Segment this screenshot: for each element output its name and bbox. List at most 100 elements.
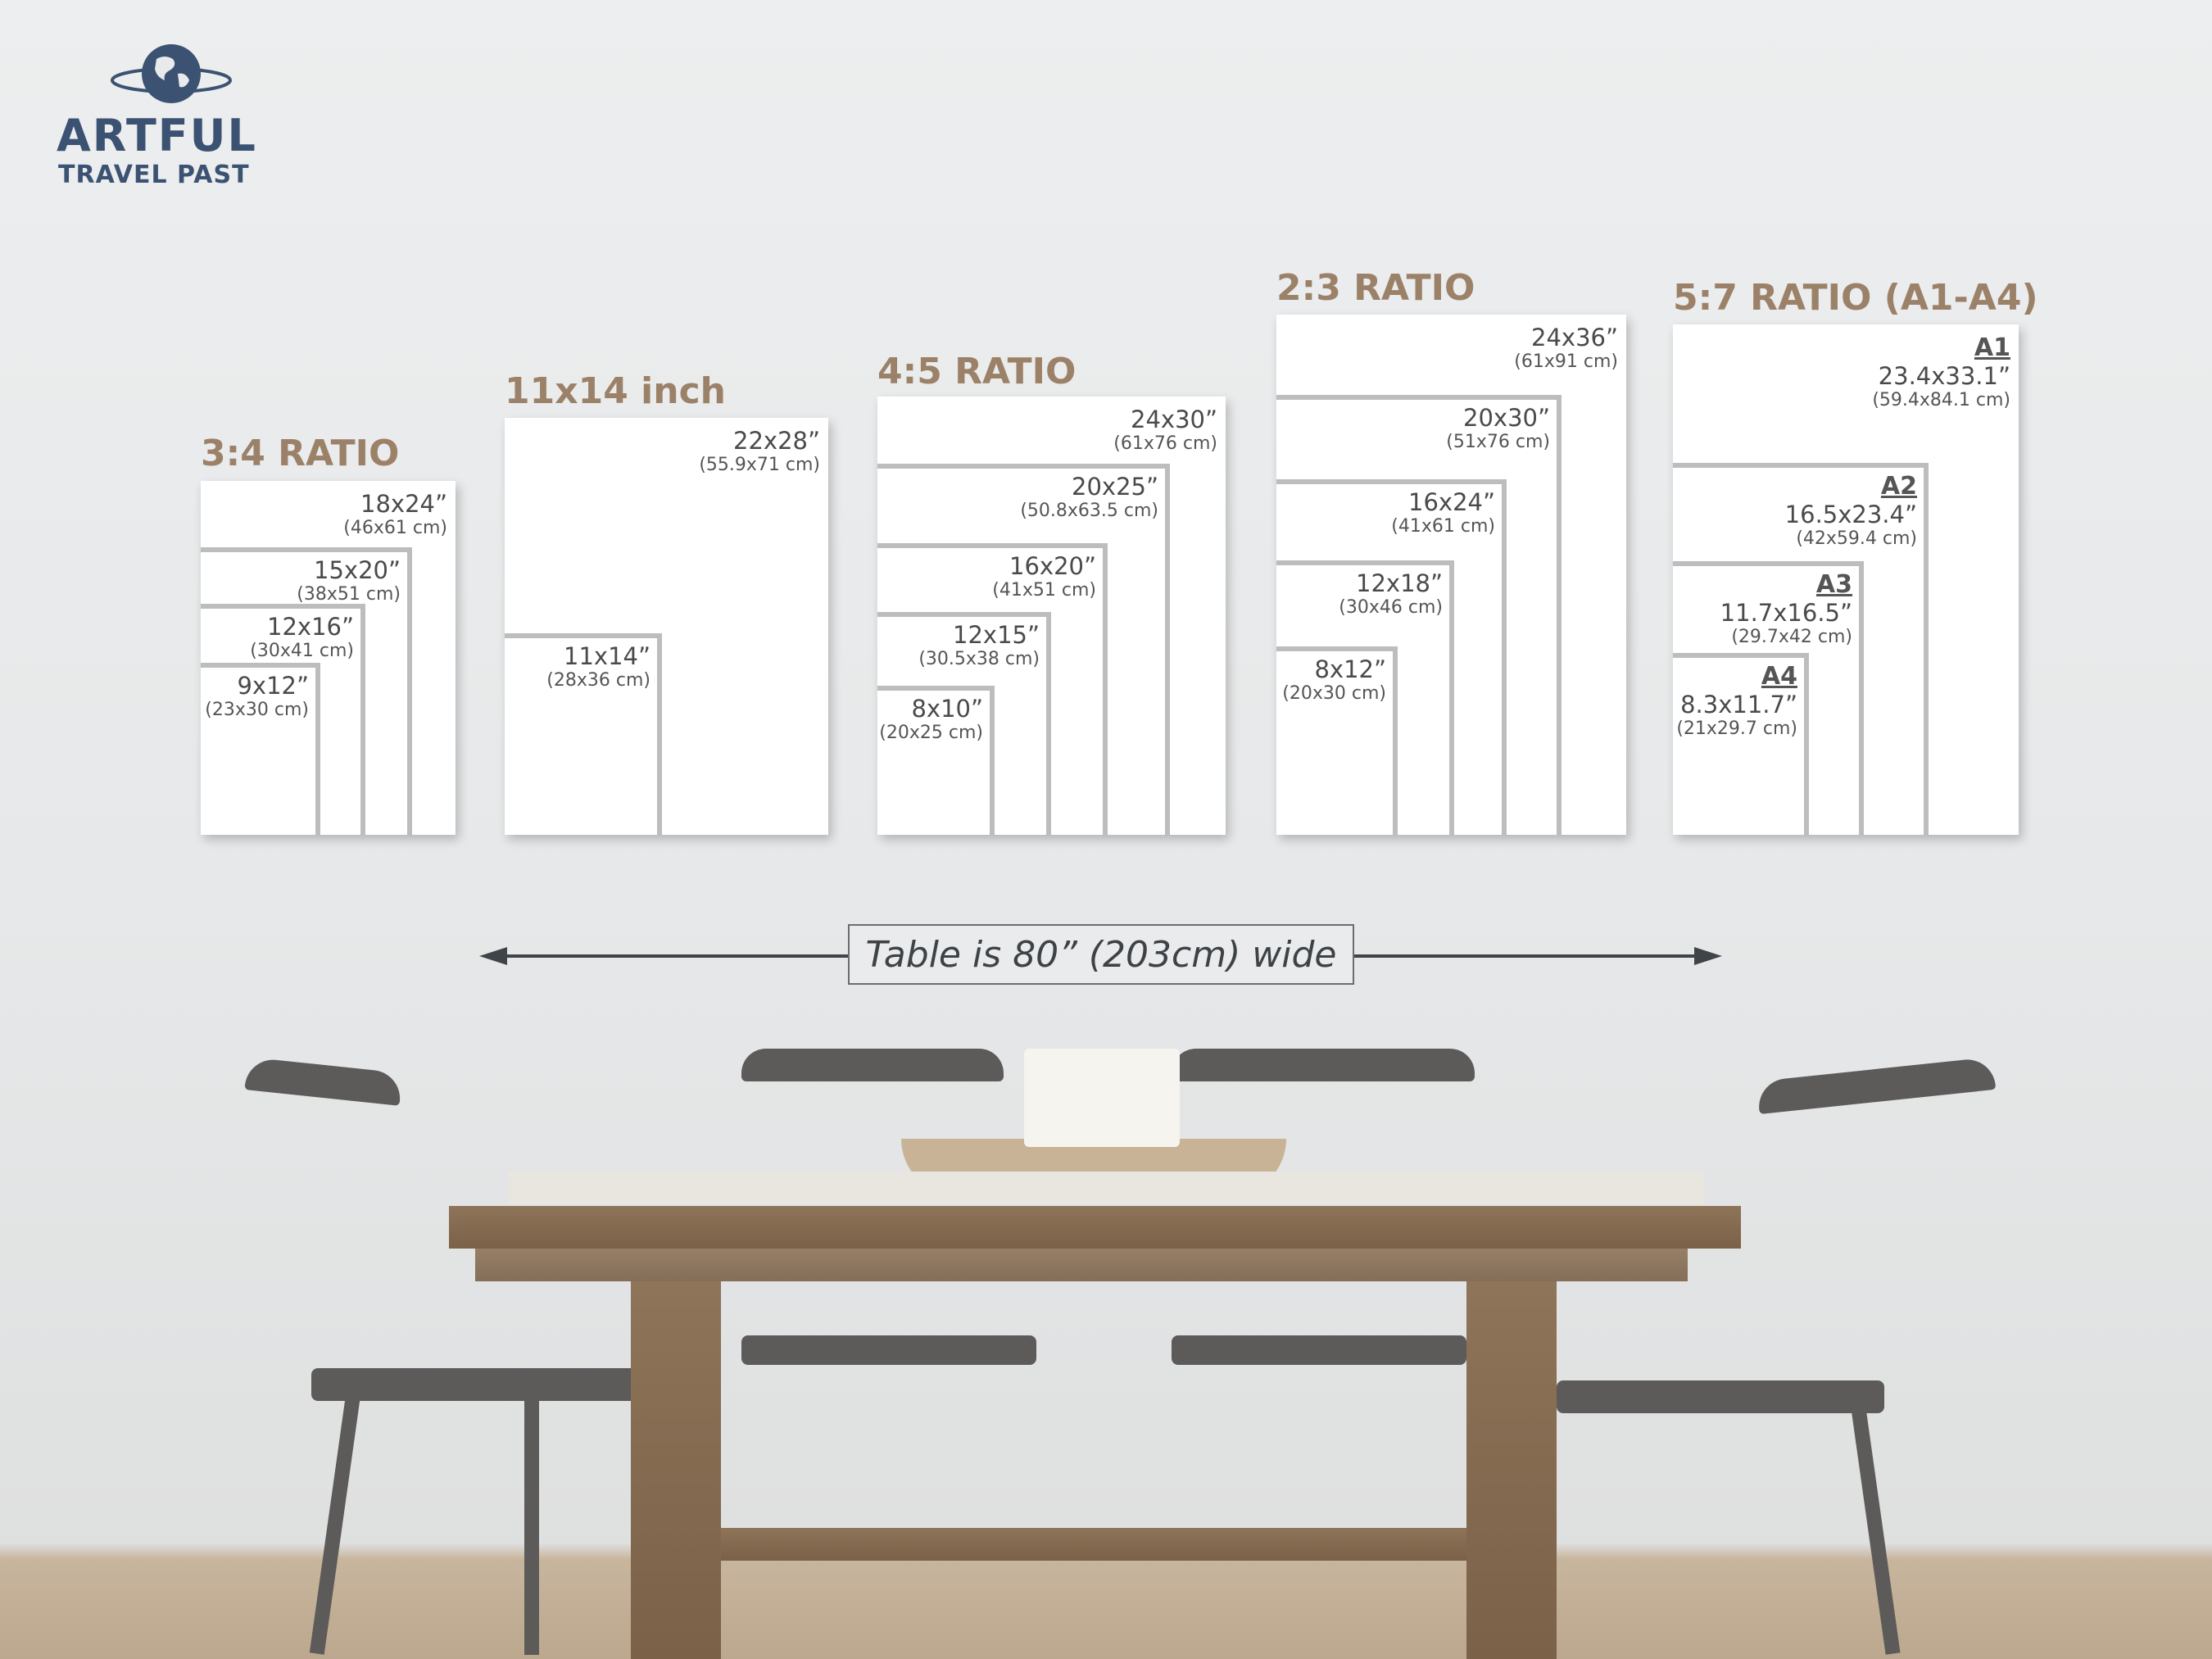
size-inches: 11x14” xyxy=(564,642,650,670)
size-label: 12x15” (30.5x38 cm) xyxy=(918,621,1040,670)
size-label: A4 8.3x11.7” (21x29.7 cm) xyxy=(1676,662,1797,739)
logo-name: ARTFUL xyxy=(57,110,257,161)
print-size-frame xyxy=(877,543,1108,835)
size-inches: 16x24” xyxy=(1408,488,1495,516)
size-label: A3 11.7x16.5” (29.7x42 cm) xyxy=(1720,570,1852,647)
size-cm: (59.4x84.1 cm) xyxy=(1872,389,2010,410)
size-cm: (38x51 cm) xyxy=(297,584,401,605)
size-cm: (41x51 cm) xyxy=(992,580,1096,601)
panel-title: 4:5 RATIO xyxy=(877,351,1077,392)
size-cm: (30x46 cm) xyxy=(1339,597,1443,619)
print-size-frame xyxy=(1276,560,1454,835)
size-cm: (20x30 cm) xyxy=(1282,683,1386,705)
chair-right-leg xyxy=(1850,1401,1901,1655)
size-inches: 8x10” xyxy=(911,695,983,723)
size-label: A2 16.5x23.4” (42x59.4 cm) xyxy=(1784,472,1917,549)
chair-left xyxy=(244,1057,403,1106)
size-label: 11x14” (28x36 cm) xyxy=(546,642,650,691)
table-leg-right xyxy=(1466,1281,1557,1659)
size-label: 16x24” (41x61 cm) xyxy=(1391,488,1495,537)
size-cm: (20x25 cm) xyxy=(879,723,983,744)
table-width-note: Table is 80” (203cm) wide xyxy=(848,924,1354,985)
size-label: 16x20” (41x51 cm) xyxy=(992,552,1096,601)
size-label: 18x24” (46x61 cm) xyxy=(343,490,447,539)
size-inches: 24x36” xyxy=(1531,324,1618,351)
size-cm: (46x61 cm) xyxy=(343,518,447,539)
size-inches: 16.5x23.4” xyxy=(1784,500,1917,528)
print-size-frame xyxy=(1276,395,1562,835)
chair-center-left-seat xyxy=(741,1335,1036,1365)
size-inches: 23.4x33.1” xyxy=(1878,361,2010,390)
arrowhead-right-icon xyxy=(1694,947,1722,965)
print-size-frame xyxy=(201,663,320,835)
size-label: 9x12” (23x30 cm) xyxy=(205,672,309,721)
chair-center-right-seat xyxy=(1172,1335,1466,1365)
print-size-frame xyxy=(201,481,456,835)
size-cm: (61x91 cm) xyxy=(1514,351,1618,373)
size-cm: (61x76 cm) xyxy=(1113,433,1217,455)
size-label: 15x20” (38x51 cm) xyxy=(297,556,401,605)
size-cm: (41x61 cm) xyxy=(1391,516,1495,537)
chair-right-seat xyxy=(1557,1380,1884,1413)
print-size-frame xyxy=(1673,653,1809,835)
print-size-frame xyxy=(877,612,1051,835)
panel-title: 2:3 RATIO xyxy=(1276,267,1475,309)
print-size-frame xyxy=(505,418,828,835)
size-cm: (51x76 cm) xyxy=(1446,432,1550,453)
globe-icon xyxy=(111,44,232,103)
size-inches: 22x28” xyxy=(733,427,820,455)
size-cm: (21x29.7 cm) xyxy=(1676,718,1797,739)
print-size-frame xyxy=(1673,561,1864,835)
panel-title: 3:4 RATIO xyxy=(201,433,400,474)
size-name: A4 xyxy=(1761,662,1797,691)
arrowhead-left-icon xyxy=(479,947,507,965)
size-label: 22x28” (55.9x71 cm) xyxy=(699,427,820,476)
table-top xyxy=(449,1206,1741,1249)
size-inches: 11.7x16.5” xyxy=(1720,598,1852,627)
size-inches: 20x30” xyxy=(1463,404,1550,432)
print-size-frame xyxy=(1276,479,1507,835)
chair-left-leg2 xyxy=(524,1393,539,1655)
size-cm: (42x59.4 cm) xyxy=(1796,528,1917,549)
size-inches: 8x12” xyxy=(1314,655,1386,683)
table-leg-left xyxy=(631,1281,721,1659)
size-inches: 18x24” xyxy=(360,490,447,518)
size-label: 20x25” (50.8x63.5 cm) xyxy=(1020,473,1158,522)
candles xyxy=(1024,1049,1180,1147)
size-cm: (30x41 cm) xyxy=(250,641,354,662)
print-size-frame xyxy=(1673,324,2019,835)
size-cm: (30.5x38 cm) xyxy=(918,649,1040,670)
size-inches: 9x12” xyxy=(237,672,309,700)
size-label: 12x18” (30x46 cm) xyxy=(1339,569,1443,619)
size-cm: (29.7x42 cm) xyxy=(1731,626,1852,647)
size-label: 24x30” (61x76 cm) xyxy=(1113,406,1217,455)
logo-tagline: TRAVEL PAST xyxy=(58,161,250,189)
size-inches: 12x16” xyxy=(267,613,354,641)
print-size-frame xyxy=(877,686,995,835)
chair-left-leg xyxy=(309,1393,361,1655)
table-runner xyxy=(508,1172,1704,1204)
size-label: A1 23.4x33.1” (59.4x84.1 cm) xyxy=(1872,333,2010,410)
print-size-frame xyxy=(201,547,412,835)
size-inches: 8.3x11.7” xyxy=(1680,690,1797,718)
size-inches: 20x25” xyxy=(1072,473,1158,501)
size-label: 8x10” (20x25 cm) xyxy=(879,695,983,744)
arrow-line-left xyxy=(492,954,848,958)
panel-title: 5:7 RATIO (A1-A4) xyxy=(1673,277,2038,319)
print-size-frame xyxy=(877,464,1170,835)
size-name: A1 xyxy=(1974,333,2010,362)
size-label: 8x12” (20x30 cm) xyxy=(1282,655,1386,705)
size-cm: (23x30 cm) xyxy=(205,700,309,721)
chair-center-right-back xyxy=(1172,1049,1475,1081)
size-label: 12x16” (30x41 cm) xyxy=(250,613,354,662)
print-size-frame xyxy=(1276,646,1398,835)
logo: ARTFUL TRAVEL PAST xyxy=(57,41,294,189)
size-inches: 12x15” xyxy=(953,621,1040,649)
chair-left-seat xyxy=(311,1368,639,1401)
table-apron xyxy=(475,1249,1688,1281)
size-label: 20x30” (51x76 cm) xyxy=(1446,404,1550,453)
print-size-frame xyxy=(505,633,662,835)
size-cm: (28x36 cm) xyxy=(546,670,650,691)
size-inches: 24x30” xyxy=(1131,406,1217,433)
chair-center-left-back xyxy=(741,1049,1004,1081)
